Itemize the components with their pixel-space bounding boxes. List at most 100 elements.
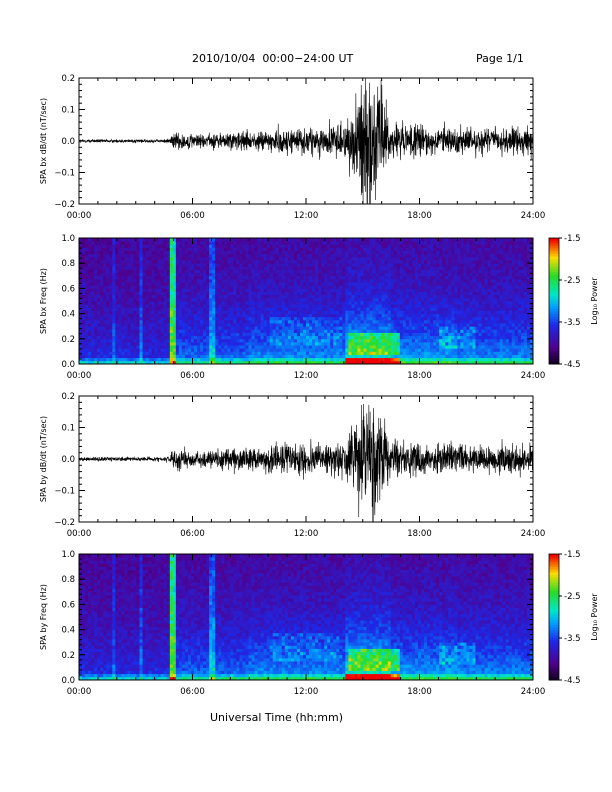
heatmap-cell [254,316,258,321]
heatmap-cell [160,256,165,261]
heatmap-cell [278,307,283,311]
heatmap-cell [369,354,373,359]
heatmap-cell [109,326,113,330]
heatmap-cell [269,297,274,302]
heatmap-cell [145,241,150,245]
heatmap-cell [157,256,162,261]
heatmap-cell [393,319,398,324]
heatmap-cell [206,301,210,305]
heatmap-cell [439,275,443,280]
heatmap-cell [354,260,358,264]
heatmap-cell [348,319,352,324]
heatmap-cell [393,244,398,248]
heatmap-cell [115,332,119,337]
heatmap-cell [324,335,328,340]
heatmap-cell [296,304,301,308]
heatmap-cell [251,294,255,299]
heatmap-cell [230,329,234,333]
heatmap-cell [239,351,243,355]
heatmap-cell [327,241,331,245]
heatmap-cell [306,345,310,349]
heatmap-cell [315,354,319,359]
heatmap-cell [136,357,140,362]
heatmap-cell [245,301,249,305]
heatmap-cell [88,297,92,302]
heatmap-cell [100,241,104,245]
heatmap-cell [427,272,431,277]
heatmap-cell [384,266,389,270]
heatmap-cell [433,269,437,274]
heatmap-cell [290,335,295,340]
heatmap-cell [221,244,225,248]
heatmap-cell [145,282,150,286]
heatmap-cell [166,260,171,264]
heatmap-cell [88,307,92,311]
heatmap-cell [417,250,422,255]
heatmap-cell [333,250,337,255]
heatmap-cell [281,294,286,299]
heatmap-cell [197,304,201,308]
heatmap-cell [390,294,395,299]
heatmap-cell [109,348,113,352]
heatmap-cell [169,335,174,340]
heatmap-cell [351,307,355,311]
heatmap-cell [384,278,389,283]
heatmap-cell [245,294,249,299]
heatmap-cell [290,341,295,346]
heatmap-cell [203,307,207,311]
heatmap-cell [384,338,389,343]
heatmap-cell [206,326,210,330]
heatmap-cell [378,250,383,255]
heatmap-cell [375,294,380,299]
heatmap-cell [296,357,301,362]
heatmap-cell [354,269,358,274]
heatmap-cell [318,323,322,327]
heatmap-cell [106,310,110,314]
heatmap-cell [260,294,265,299]
heatmap-cell [139,238,143,242]
heatmap-cell [236,341,240,346]
heatmap-cell [251,360,255,365]
heatmap-cell [318,329,322,333]
heatmap-cell [82,335,86,340]
heatmap-cell [375,351,380,355]
heatmap-cell [184,304,189,308]
heatmap-cell [88,294,92,299]
heatmap-cell [427,288,431,292]
heatmap-cell [324,297,328,302]
heatmap-cell [221,310,225,314]
heatmap-cell [390,357,395,362]
heatmap-cell [79,335,83,340]
heatmap-cell [160,291,165,296]
heatmap-cell [417,326,422,330]
heatmap-cell [139,278,143,283]
heatmap-cell [345,266,349,270]
heatmap-cell [215,348,219,352]
heatmap-cell [351,285,355,289]
heatmap-cell [100,266,104,270]
heatmap-cell [281,297,286,302]
heatmap-cell [393,269,398,274]
heatmap-cell [172,266,177,270]
heatmap-cell [169,275,174,280]
heatmap-cell [369,266,373,270]
heatmap-cell [263,301,268,305]
heatmap-cell [94,285,98,289]
heatmap-cell [218,354,222,359]
heatmap-cell [439,256,443,261]
heatmap-cell [260,247,265,251]
heatmap-cell [393,341,398,346]
heatmap-cell [339,238,343,242]
heatmap-cell [85,238,89,242]
heatmap-cell [405,275,410,280]
heatmap-cell [85,360,89,365]
heatmap-cell [345,316,349,321]
heatmap-cell [148,244,153,248]
heatmap-cell [184,291,189,296]
heatmap-cell [312,329,316,333]
heatmap-cell [411,253,416,258]
heatmap-cell [321,316,325,321]
heatmap-cell [127,360,131,365]
heatmap-cell [169,247,174,251]
heatmap-cell [427,354,431,359]
